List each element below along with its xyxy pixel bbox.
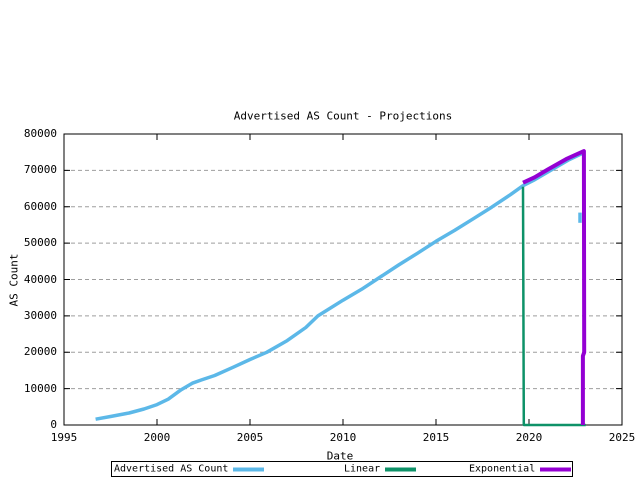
chart-title: Advertised AS Count - Projections [233,109,453,123]
y-tick-label: 80000 [23,127,57,140]
y-tick-label: 70000 [23,163,57,177]
legend-line-swatch [540,467,572,471]
x-tick-label: 2010 [329,431,357,444]
legend-item: Exponential [469,463,572,475]
legend-label: Linear [344,463,381,475]
x-tick-label: 2000 [143,431,171,444]
series-line-0 [95,151,584,421]
legend-label: Exponential [469,463,536,475]
legend-item: Advertised AS Count [114,463,265,475]
x-tick-label: 2015 [422,431,450,444]
y-tick-label: 40000 [23,272,57,286]
y-tick-label: 20000 [23,345,57,359]
series-line-2 [522,149,587,425]
legend: Advertised AS Count Linear Exponential [111,461,573,477]
x-axis-label: Date [326,449,354,463]
y-tick-label: 60000 [23,199,57,213]
x-tick-label: 2005 [236,431,264,444]
y-tick-label: 0 [50,418,57,431]
x-tick-label: 1995 [50,431,78,444]
legend-item: Linear [344,463,417,475]
x-tick-label: 2020 [515,431,543,444]
legend-line-swatch [385,467,417,471]
series-line-1 [521,186,586,427]
legend-label: Advertised AS Count [114,463,229,475]
y-tick-label: 10000 [23,381,57,395]
y-tick-label: 30000 [23,308,57,322]
legend-line-swatch [233,467,265,471]
x-tick-label: 2025 [608,431,636,444]
y-tick-label: 50000 [23,236,57,250]
